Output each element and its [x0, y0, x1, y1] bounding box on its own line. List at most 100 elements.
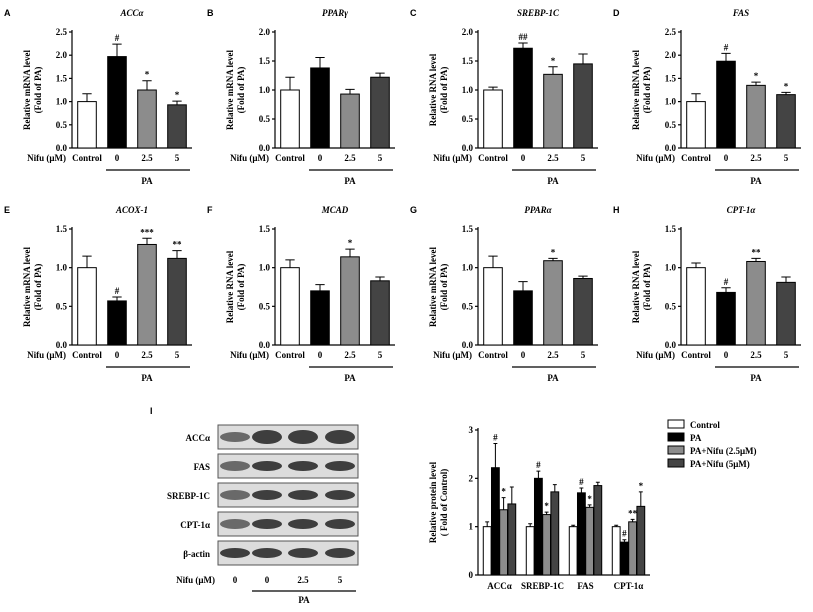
panel-letter: D [613, 8, 620, 18]
x-axis-label: Nifu (μM) [27, 153, 66, 163]
bar [167, 104, 187, 149]
bar [310, 67, 330, 149]
lane-label: 0 [265, 575, 270, 585]
error-bar [172, 100, 182, 105]
panel-title: ACCα [120, 8, 145, 18]
y-tick-label: 0.0 [259, 143, 271, 153]
significance-label: * [587, 494, 592, 504]
error-bar [552, 484, 557, 492]
bar [550, 491, 560, 576]
x-tick-label: CPT-1α [614, 581, 644, 591]
bar [543, 73, 563, 149]
blot-band [252, 548, 282, 558]
blot-band [288, 490, 318, 500]
legend-swatch [667, 445, 685, 455]
error-bar [285, 259, 295, 268]
x-axis-label: Nifu (μM) [230, 153, 269, 163]
y-tick-label: 0.5 [259, 114, 271, 124]
error-bar [493, 443, 498, 468]
legend-swatch [667, 458, 685, 468]
y-tick-label: 0.0 [259, 340, 271, 350]
lane-label: 5 [338, 575, 343, 585]
x-tick-label: Control [478, 350, 508, 360]
y-axis-label: (Fold of PA) [642, 264, 652, 311]
significance-label: # [622, 529, 627, 539]
x-tick-label: 2.5 [547, 153, 559, 163]
bar [370, 76, 390, 149]
legend-swatch [667, 419, 685, 429]
bar [776, 281, 796, 346]
bar [573, 63, 593, 149]
y-tick-label: 0.5 [56, 120, 68, 130]
x-tick-label: 0 [115, 350, 120, 360]
error-bar [82, 93, 92, 102]
y-axis-label: ( Fold of Control) [439, 469, 449, 537]
bar [576, 492, 586, 576]
error-bar [578, 275, 588, 279]
y-axis-label: (Fold of PA) [236, 67, 246, 114]
error-bar [485, 521, 490, 527]
y-axis-label: Relative protein level [428, 461, 438, 543]
x-tick-label: Control [72, 350, 102, 360]
x-tick-label: 5 [581, 153, 586, 163]
error-bar [614, 524, 619, 527]
significance-label: * [551, 56, 556, 66]
bar [280, 89, 300, 149]
significance-label: # [724, 277, 729, 287]
y-tick-label: 1.0 [56, 263, 68, 273]
error-bar [630, 518, 635, 522]
panel-letter: C [410, 8, 417, 18]
error-bar [501, 497, 506, 510]
x-axis-label: Nifu (μM) [433, 153, 472, 163]
bar [107, 56, 127, 149]
significance-label: * [145, 70, 150, 80]
y-tick-label: 0.0 [665, 143, 677, 153]
error-bar [691, 93, 701, 102]
y-tick-label: 1.0 [462, 263, 474, 273]
y-tick-label: 2.5 [56, 27, 68, 37]
blot-row-label: ACCα [185, 433, 210, 443]
bar [483, 89, 503, 149]
bar [542, 514, 552, 576]
error-bar [285, 76, 295, 90]
significance-label: * [754, 71, 759, 81]
error-bar [578, 53, 588, 64]
panel-letter: B [207, 8, 214, 18]
group-label: PA [750, 176, 762, 186]
panel-title: FAS [732, 8, 749, 18]
bar [593, 485, 603, 576]
y-tick-label: 0.5 [462, 114, 474, 124]
legend-label: PA+Nifu (5μM) [690, 459, 750, 469]
legend-label: Control [690, 420, 720, 430]
blot-band [288, 519, 318, 529]
x-tick-label: 2.5 [344, 350, 356, 360]
x-axis-label: Nifu (μM) [433, 350, 472, 360]
x-tick-label: ACCα [487, 581, 512, 591]
panel-letter: H [613, 205, 620, 215]
bar [533, 477, 543, 576]
significance-label: # [493, 433, 498, 443]
x-tick-label: 2.5 [750, 153, 762, 163]
y-axis-label: (Fold of PA) [439, 67, 449, 114]
error-bar [488, 86, 498, 90]
error-bar [781, 276, 791, 283]
significance-label: * [501, 487, 506, 497]
blot-row-label: β-actin [183, 549, 210, 559]
x-axis-label: Nifu (μM) [176, 575, 215, 585]
bar [716, 291, 736, 346]
y-axis-label: Relative mRNA level [22, 50, 32, 130]
error-bar [595, 481, 600, 486]
y-axis-label: Relative RNA level [225, 250, 235, 323]
error-bar [315, 57, 325, 68]
bar [77, 101, 97, 149]
error-bar [315, 284, 325, 291]
group-label: PA [547, 176, 559, 186]
blot-band [288, 430, 318, 444]
x-tick-label: Control [72, 153, 102, 163]
error-bar [172, 250, 182, 259]
bar [137, 243, 157, 346]
error-bar [691, 262, 701, 268]
y-axis-label: Relative mRNA level [22, 247, 32, 327]
bar [568, 526, 578, 576]
